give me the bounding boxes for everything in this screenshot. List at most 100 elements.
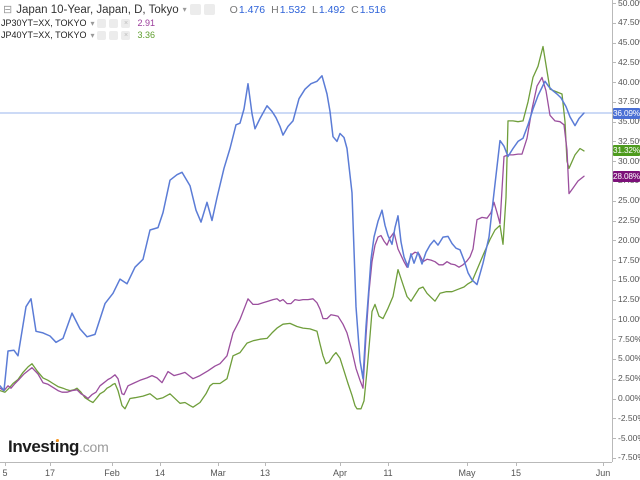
x-tick-mark: [467, 463, 468, 466]
y-tick-label: 40.00%: [618, 77, 640, 87]
ohlc-value: 1.492: [318, 3, 346, 16]
chevron-down-icon[interactable]: ▾: [182, 5, 187, 14]
y-tick-mark: [613, 161, 616, 162]
x-tick-label: 14: [154, 468, 166, 478]
y-tick-mark: [613, 458, 616, 459]
y-tick-mark: [613, 122, 616, 123]
remove-series-icon[interactable]: ×: [121, 18, 131, 28]
y-tick-label: 22.50%: [618, 215, 640, 225]
y-tick-mark: [613, 82, 616, 83]
x-tick-mark: [112, 463, 113, 466]
time-axis[interactable]: 5 17 Feb 14 Mar 13 Apr 11 May 15 Jun: [0, 462, 612, 480]
investing-brand-text: Investing: [8, 437, 80, 456]
series-settings-icon[interactable]: [109, 18, 119, 28]
price-scale-badge-jp40yt: 31.32%: [613, 145, 640, 156]
y-tick-label: 0.00%: [618, 393, 640, 403]
ohlc-value: 1.532: [279, 3, 306, 16]
series-settings-icon[interactable]: [203, 4, 215, 15]
collapse-legend-icon[interactable]: ⊟: [3, 4, 13, 16]
y-tick-mark: [613, 319, 616, 320]
main-series-row: ⊟ Japan 10-Year, Japan, D, Tokyo ▾ O 1.47…: [3, 2, 386, 17]
y-tick-mark: [613, 201, 616, 202]
y-tick-mark: [613, 62, 616, 63]
series-line-jp40yt[interactable]: [0, 45, 585, 410]
x-tick-mark: [265, 463, 266, 466]
y-tick-label: 42.50%: [618, 57, 640, 67]
y-tick-mark: [613, 339, 616, 340]
y-tick-label: 25.00%: [618, 195, 640, 205]
ohlc-key: O: [229, 3, 238, 16]
x-tick-label: May: [458, 468, 476, 478]
y-tick-mark: [613, 379, 616, 380]
y-tick-label: 50.00%: [618, 0, 640, 8]
remove-series-icon[interactable]: ×: [121, 30, 131, 40]
x-tick-mark: [340, 463, 341, 466]
y-tick-label: 15.00%: [618, 274, 640, 284]
y-tick-label: 17.50%: [618, 255, 640, 265]
series-line-japan[interactable]: [0, 75, 585, 392]
price-scale-badge-jp30yt: 28.08%: [613, 171, 640, 182]
hide-series-icon[interactable]: [189, 4, 201, 15]
chevron-down-icon[interactable]: ▾: [90, 18, 95, 28]
x-tick-label: 15: [510, 468, 522, 478]
x-tick-mark: [388, 463, 389, 466]
y-tick-mark: [613, 359, 616, 360]
x-tick-label: Jun: [595, 468, 611, 478]
x-tick-mark: [516, 463, 517, 466]
x-tick-mark: [603, 463, 604, 466]
y-tick-label: 12.50%: [618, 294, 640, 304]
y-tick-mark: [613, 102, 616, 103]
compare-symbol-label[interactable]: JP40YT=XX, TOKYO: [1, 30, 87, 40]
y-tick-mark: [613, 418, 616, 419]
y-tick-mark: [613, 23, 616, 24]
y-tick-label: 2.50%: [618, 373, 640, 383]
compare-series-row: JP40YT=XX, TOKYO ▾ × 3.36: [1, 29, 386, 41]
y-tick-label: 37.50%: [618, 96, 640, 106]
investing-suffix-text: .com: [79, 439, 109, 455]
price-chart[interactable]: [0, 0, 612, 462]
plot-area[interactable]: [0, 0, 612, 462]
ohlc-key: H: [271, 3, 279, 16]
y-tick-mark: [613, 221, 616, 222]
x-tick-mark: [160, 463, 161, 466]
x-tick-label: 5: [2, 468, 8, 478]
y-tick-mark: [613, 43, 616, 44]
hide-series-icon[interactable]: [97, 30, 107, 40]
x-tick-label: Apr: [332, 468, 348, 478]
y-tick-label: 20.00%: [618, 235, 640, 245]
investing-logo: Investing.com: [8, 437, 109, 457]
compare-last-value: 2.91: [137, 18, 156, 28]
y-tick-label: 35.00%: [618, 116, 640, 126]
y-tick-mark: [613, 280, 616, 281]
symbol-title[interactable]: Japan 10-Year, Japan, D, Tokyo: [16, 3, 179, 16]
ohlc-value: 1.516: [359, 3, 386, 16]
y-tick-label: -7.50%: [618, 452, 640, 462]
y-tick-mark: [613, 260, 616, 261]
x-tick-mark: [50, 463, 51, 466]
y-tick-label: 30.00%: [618, 156, 640, 166]
price-scale-badge-japan: 36.09%: [613, 108, 640, 119]
series-settings-icon[interactable]: [109, 30, 119, 40]
y-tick-label: 5.00%: [618, 353, 640, 363]
y-tick-label: 45.00%: [618, 37, 640, 47]
hide-series-icon[interactable]: [97, 18, 107, 28]
chevron-down-icon[interactable]: ▾: [90, 30, 95, 40]
y-tick-mark: [613, 300, 616, 301]
compare-symbol-label[interactable]: JP30YT=XX, TOKYO: [1, 18, 87, 28]
price-axis[interactable]: 50.00% 47.50% 45.00% 42.50% 40.00% 37.50% 35.0…: [612, 0, 640, 462]
y-tick-label: 32.50%: [618, 136, 640, 146]
x-tick-mark: [218, 463, 219, 466]
x-tick-label: Mar: [210, 468, 226, 478]
y-tick-mark: [613, 438, 616, 439]
x-tick-label: 13: [259, 468, 271, 478]
y-tick-label: 47.50%: [618, 17, 640, 27]
series-line-jp30yt[interactable]: [0, 76, 585, 400]
x-tick-label: 11: [383, 468, 393, 478]
ohlc-key: C: [351, 3, 359, 16]
compare-last-value: 3.36: [137, 30, 156, 40]
ohlc-values: O 1.476 H 1.532 L 1.492 C 1.516: [224, 4, 386, 16]
ohlc-key: L: [311, 3, 318, 16]
y-tick-mark: [613, 399, 616, 400]
y-tick-label: 10.00%: [618, 314, 640, 324]
